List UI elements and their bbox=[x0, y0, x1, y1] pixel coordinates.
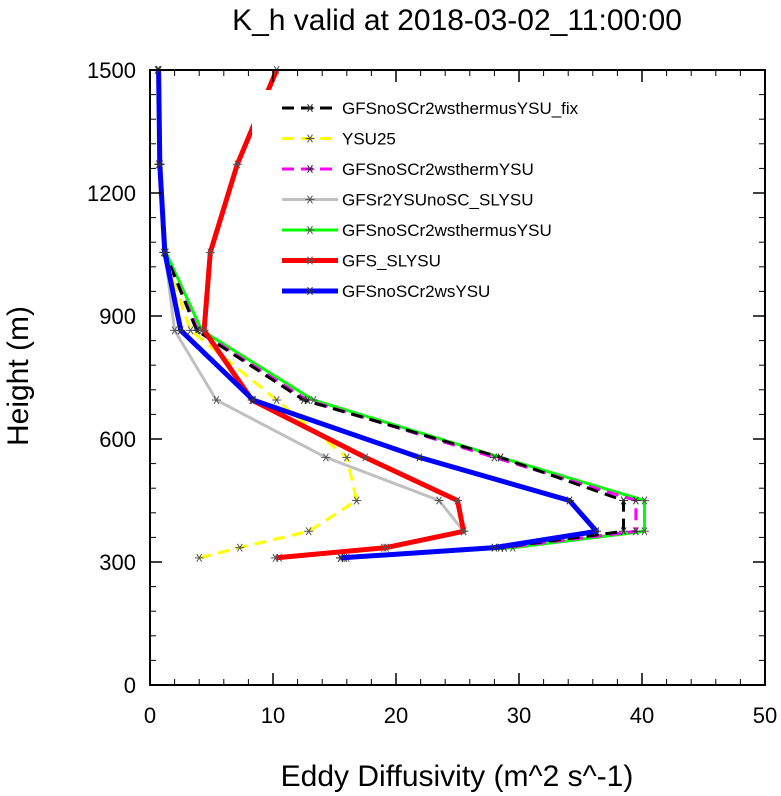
legend-marker bbox=[305, 164, 315, 174]
x-tick-label: 30 bbox=[507, 703, 531, 728]
data-point bbox=[299, 395, 309, 405]
data-point bbox=[235, 543, 245, 552]
x-tick-label: 50 bbox=[753, 703, 777, 728]
legend-marker bbox=[305, 286, 315, 296]
legend: GFSnoSCr2wsthermusYSU_fix YSU25 GFSnoSCr2w… bbox=[252, 90, 666, 308]
legend-label: YSU25 bbox=[342, 130, 396, 149]
legend-item: GFSnoSCr2wsthermusYSU_fix bbox=[282, 99, 579, 118]
data-point bbox=[194, 553, 204, 562]
data-point bbox=[459, 527, 469, 536]
data-point bbox=[352, 496, 362, 505]
legend-label: GFSr2YSUnoSC_SLYSU bbox=[342, 191, 533, 210]
data-point bbox=[639, 496, 649, 505]
data-point bbox=[619, 496, 629, 505]
axes-layer: 0 10 20 30 40 50 0 300 600 900 1200 1500 bbox=[87, 58, 777, 728]
legend-item: GFSnoSCr2wsthermusYSU bbox=[282, 221, 552, 240]
legend-item: GFS_SLYSU bbox=[282, 252, 441, 271]
legend-label: GFSnoSCr2wsthermusYSU_fix bbox=[342, 99, 579, 118]
data-point bbox=[453, 496, 462, 505]
data-point bbox=[186, 326, 196, 335]
data-point bbox=[205, 248, 215, 257]
data-point bbox=[381, 543, 391, 552]
data-point bbox=[434, 496, 444, 505]
data-point bbox=[304, 527, 314, 536]
series-line bbox=[201, 69, 467, 561]
legend-marker bbox=[305, 195, 315, 204]
data-point bbox=[176, 326, 186, 335]
series-line bbox=[156, 69, 599, 561]
legend-item: YSU25 bbox=[282, 130, 396, 149]
data-point bbox=[591, 527, 601, 536]
series-layer bbox=[152, 65, 649, 562]
legend-marker bbox=[305, 225, 315, 235]
data-point bbox=[414, 453, 424, 462]
plot-frame bbox=[149, 69, 766, 686]
data-point bbox=[155, 160, 165, 169]
data-point bbox=[489, 543, 499, 552]
y-tick-label: 600 bbox=[99, 427, 136, 452]
legend-item: GFSnoSCr2wsthermYSU bbox=[282, 160, 534, 179]
data-point bbox=[248, 395, 258, 405]
y-axis-label: Height (m) bbox=[2, 306, 35, 446]
legend-label: GFSnoSCr2wsthermYSU bbox=[342, 160, 534, 179]
data-point bbox=[211, 395, 221, 405]
legend-marker bbox=[305, 103, 315, 113]
y-tick-label: 900 bbox=[99, 304, 136, 329]
data-point bbox=[360, 453, 370, 462]
data-point bbox=[631, 496, 641, 505]
x-tick-label: 20 bbox=[384, 703, 408, 728]
data-point bbox=[232, 160, 242, 169]
y-tick-label: 300 bbox=[99, 550, 136, 575]
legend-item: GFSnoSCr2wsYSU bbox=[282, 282, 490, 301]
data-point bbox=[270, 553, 280, 562]
data-point bbox=[272, 395, 282, 405]
y-tick-label: 1500 bbox=[87, 58, 136, 83]
data-point bbox=[342, 453, 352, 462]
x-axis-label: Eddy Diffusivity (m^2 s^-1) bbox=[281, 760, 634, 793]
x-tick-label: 10 bbox=[261, 703, 285, 728]
legend-marker bbox=[305, 256, 315, 265]
data-point bbox=[631, 527, 641, 536]
legend-label: GFS_SLYSU bbox=[342, 252, 441, 271]
data-point bbox=[199, 326, 209, 335]
chart-title: K_h valid at 2018-03-02_11:00:00 bbox=[232, 4, 682, 37]
data-point bbox=[619, 527, 629, 536]
data-point bbox=[336, 553, 346, 562]
x-tick-label: 0 bbox=[144, 703, 156, 728]
data-point bbox=[321, 453, 331, 462]
data-point bbox=[639, 527, 649, 536]
legend-label: GFSnoSCr2wsthermusYSU bbox=[342, 221, 552, 240]
legend-marker bbox=[305, 134, 315, 143]
y-tick-label: 0 bbox=[124, 673, 136, 698]
legend-item: GFSr2YSUnoSC_SLYSU bbox=[282, 191, 533, 210]
data-point bbox=[564, 496, 574, 505]
data-point bbox=[160, 248, 170, 257]
data-point bbox=[496, 453, 506, 462]
legend-label: GFSnoSCr2wsYSU bbox=[342, 282, 490, 301]
y-tick-label: 1200 bbox=[87, 181, 136, 206]
x-tick-label: 40 bbox=[630, 703, 654, 728]
